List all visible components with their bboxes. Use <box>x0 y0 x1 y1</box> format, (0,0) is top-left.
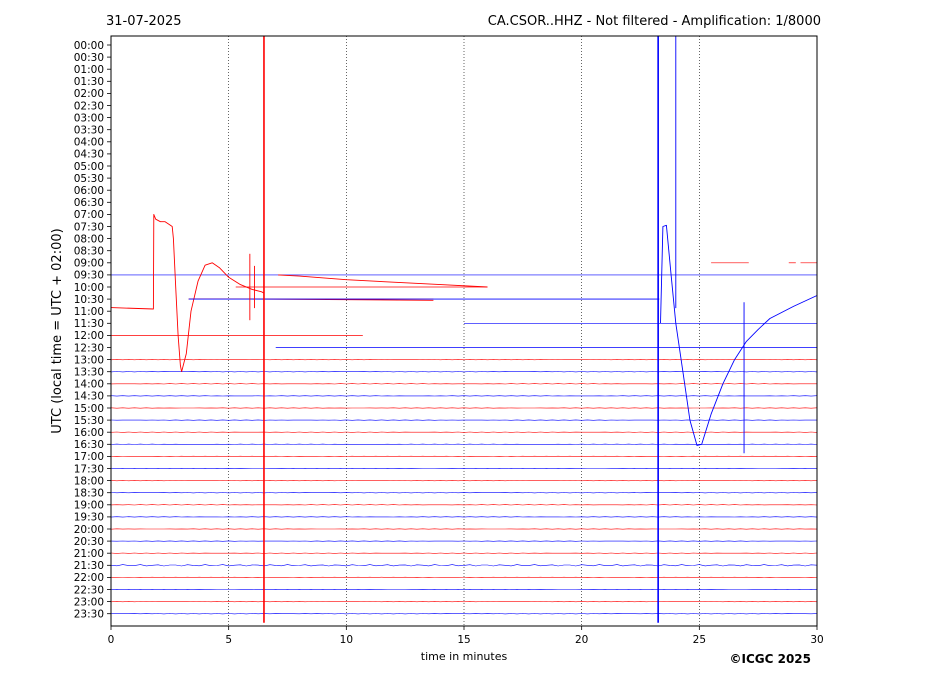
y-tick-label: 13:00 <box>74 354 104 366</box>
y-tick-label: 13:30 <box>74 367 104 379</box>
y-tick-label: 10:30 <box>74 294 104 306</box>
x-tick-label: 15 <box>457 634 470 646</box>
vertical-gridlines <box>228 36 700 626</box>
y-tick-label: 02:30 <box>74 100 104 112</box>
x-tick-label: 5 <box>225 634 232 646</box>
y-tick-label: 14:00 <box>74 379 104 391</box>
event-waveform-5 <box>660 224 818 446</box>
y-tick-label: 03:00 <box>74 112 104 124</box>
x-axis-label: time in minutes <box>421 650 508 663</box>
y-tick-label: 11:30 <box>74 318 104 330</box>
y-tick-label: 09:30 <box>74 270 104 282</box>
y-tick-label: 10:00 <box>74 282 104 294</box>
y-tick-label: 05:30 <box>74 173 104 185</box>
y-tick-label: 16:00 <box>74 427 104 439</box>
y-tick-label: 23:00 <box>74 596 104 608</box>
chart-date: 31-07-2025 <box>106 14 182 29</box>
x-tick-labels: 0 5 10 15 20 25 30 <box>108 626 824 646</box>
y-tick-label: 20:30 <box>74 536 104 548</box>
event-waveform-2 <box>181 262 265 372</box>
y-tick-label: 22:30 <box>74 584 104 596</box>
y-tick-label: 06:00 <box>74 185 104 197</box>
y-tick-label: 19:00 <box>74 500 104 512</box>
y-tick-label: 08:00 <box>74 233 104 245</box>
y-tick-labels: 00:0000:3001:0001:3002:0002:3003:0003:30… <box>74 40 111 621</box>
y-tick-label: 11:00 <box>74 306 104 318</box>
y-tick-label: 16:30 <box>74 439 104 451</box>
y-tick-label: 04:00 <box>74 137 104 149</box>
y-tick-label: 23:30 <box>74 609 104 621</box>
y-tick-label: 00:00 <box>74 40 104 52</box>
y-tick-label: 20:00 <box>74 524 104 536</box>
y-tick-label: 18:30 <box>74 488 104 500</box>
y-tick-label: 12:30 <box>74 342 104 354</box>
x-tick-label: 20 <box>575 634 588 646</box>
trace-row-2130 <box>110 564 818 567</box>
y-tick-label: 07:30 <box>74 221 104 233</box>
seismic-traces <box>110 36 818 623</box>
chart-title: CA.CSOR..HHZ - Not filtered - Amplificat… <box>488 14 821 29</box>
x-tick-label: 10 <box>340 634 353 646</box>
x-tick-label: 0 <box>108 634 115 646</box>
y-tick-label: 00:30 <box>74 52 104 64</box>
y-tick-label: 17:30 <box>74 463 104 475</box>
y-tick-label: 22:00 <box>74 572 104 584</box>
event-waveform-1 <box>110 213 183 372</box>
plot-frame <box>110 35 818 627</box>
x-tick-label: 25 <box>693 634 706 646</box>
y-tick-label: 12:00 <box>74 330 104 342</box>
y-tick-label: 21:30 <box>74 560 104 572</box>
y-tick-label: 17:00 <box>74 451 104 463</box>
y-tick-label: 01:30 <box>74 76 104 88</box>
y-tick-label: 19:30 <box>74 512 104 524</box>
y-tick-label: 21:00 <box>74 548 104 560</box>
y-tick-label: 14:30 <box>74 391 104 403</box>
x-tick-label: 30 <box>810 634 823 646</box>
y-tick-label: 09:00 <box>74 258 104 270</box>
y-axis-label: UTC (local time = UTC + 02:00) <box>50 228 65 433</box>
y-tick-label: 07:00 <box>74 209 104 221</box>
y-tick-label: 08:30 <box>74 246 104 258</box>
y-tick-label: 06:30 <box>74 197 104 209</box>
y-tick-label: 05:00 <box>74 161 104 173</box>
y-tick-label: 15:00 <box>74 403 104 415</box>
y-tick-label: 01:00 <box>74 64 104 76</box>
y-tick-label: 18:00 <box>74 475 104 487</box>
event-waveform-3 <box>278 274 488 288</box>
y-tick-label: 04:30 <box>74 149 104 161</box>
y-tick-label: 15:30 <box>74 415 104 427</box>
y-tick-label: 03:30 <box>74 125 104 137</box>
copyright: ©ICGC 2025 <box>729 652 811 666</box>
y-tick-label: 02:00 <box>74 88 104 100</box>
